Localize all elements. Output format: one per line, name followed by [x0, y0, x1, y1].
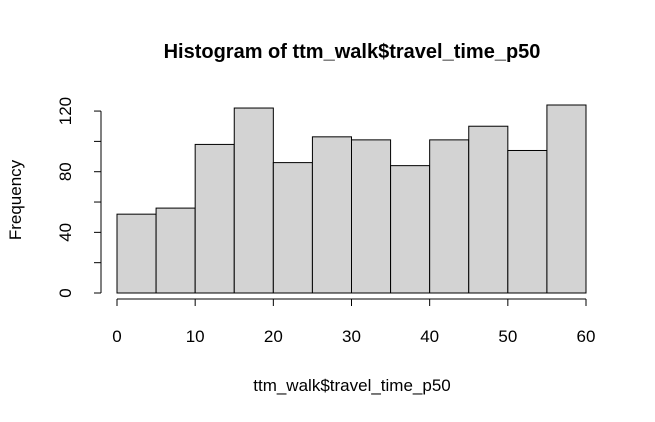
- histogram-bar-0: [116, 213, 157, 294]
- histogram-bar-6: [351, 139, 392, 294]
- histogram-bar-11: [546, 104, 587, 294]
- x-tick-label: 20: [264, 327, 283, 346]
- x-tick-label: 30: [342, 327, 361, 346]
- x-tick-label: 40: [420, 327, 439, 346]
- y-axis-label: Frequency: [6, 159, 25, 240]
- histogram-bar-2: [194, 143, 235, 294]
- histogram-bar-7: [390, 165, 431, 294]
- histogram-bar-8: [429, 139, 470, 294]
- histogram-bar-9: [468, 125, 509, 294]
- y-tick-label: 40: [56, 223, 75, 242]
- x-tick-label: 50: [498, 327, 517, 346]
- chart-title: Histogram of ttm_walk$travel_time_p50: [164, 41, 541, 63]
- histogram-bar-5: [311, 136, 352, 294]
- x-axis-label: ttm_walk$travel_time_p50: [253, 376, 450, 395]
- histogram-bar-4: [272, 162, 313, 294]
- x-axis: 0 10 20 30 40 50 60: [112, 298, 596, 346]
- x-tick-label: 10: [186, 327, 205, 346]
- bars-group: [116, 104, 587, 294]
- histogram-bar-1: [155, 207, 196, 294]
- y-tick-label: 120: [56, 97, 75, 125]
- x-tick-label: 60: [577, 327, 596, 346]
- y-tick-label: 0: [56, 288, 75, 297]
- y-axis: 0 40 80 120: [56, 97, 102, 298]
- histogram-bar-3: [233, 107, 274, 294]
- histogram-bar-10: [507, 149, 548, 294]
- x-tick-label: 0: [112, 327, 121, 346]
- y-tick-label: 80: [56, 162, 75, 181]
